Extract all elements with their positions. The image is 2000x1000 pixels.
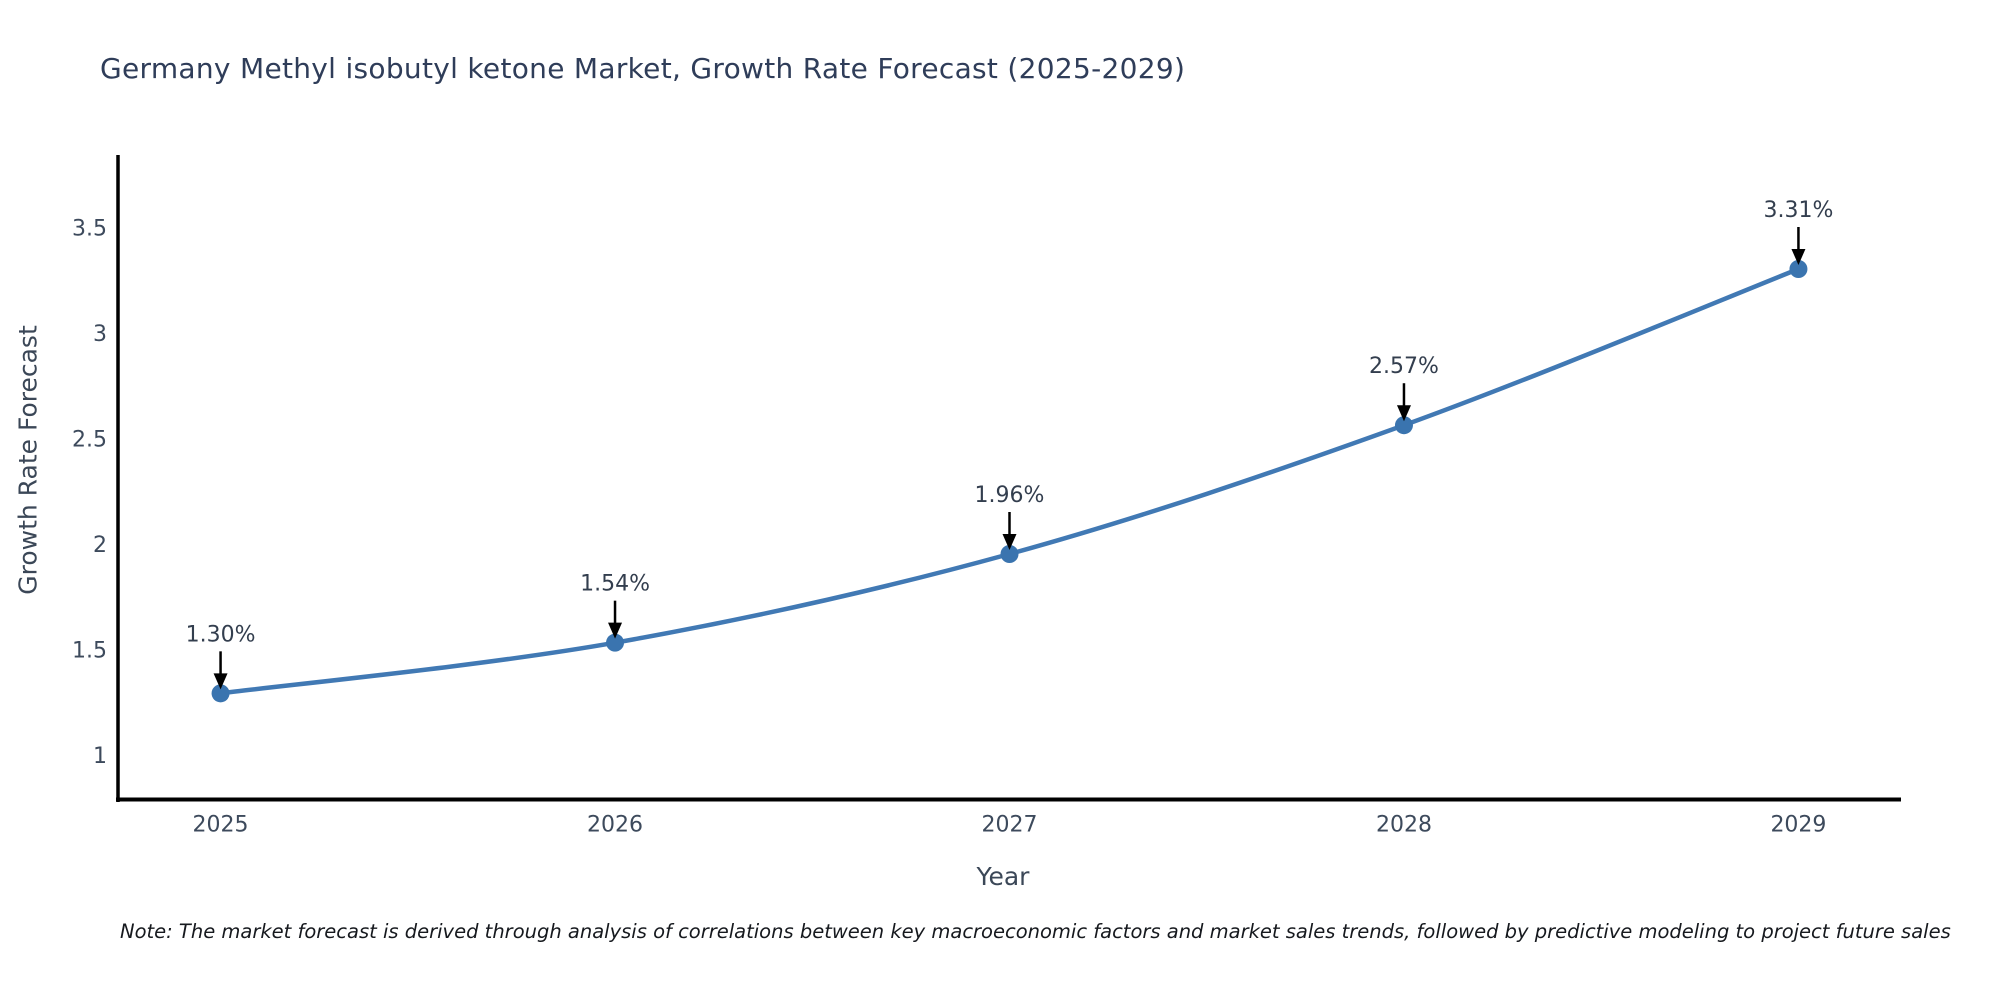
data-point-marker	[606, 633, 625, 652]
x-tick-label: 2028	[1376, 813, 1432, 838]
x-tick-label: 2026	[587, 813, 643, 838]
annotation-arrow-head	[1791, 249, 1806, 265]
y-tick-label: 2	[93, 533, 107, 558]
data-point-marker	[1000, 545, 1019, 563]
x-tick-label: 2025	[193, 813, 249, 838]
y-tick-label: 1.5	[72, 639, 107, 664]
data-point-label: 1.54%	[580, 572, 650, 597]
footnote: Note: The market forecast is derived thr…	[120, 920, 1951, 943]
data-point-marker	[1394, 416, 1413, 435]
y-tick-label: 3	[93, 322, 107, 347]
annotation-arrow-head	[1002, 534, 1017, 550]
x-axis-title: Year	[976, 862, 1030, 891]
annotation-arrow-head	[608, 622, 623, 639]
annotation-arrow-head	[213, 673, 228, 690]
annotation-arrow-head	[1396, 405, 1411, 422]
trend-line	[218, 266, 1801, 696]
data-point-label: 3.31%	[1763, 198, 1833, 223]
y-tick-label: 1	[93, 744, 107, 769]
chart-title: Germany Methyl isobutyl ketone Market, G…	[100, 52, 1186, 85]
y-tick-label: 2.5	[72, 428, 107, 453]
x-tick-label: 2029	[1770, 813, 1826, 838]
data-point-marker	[211, 684, 230, 703]
y-axis-title: Growth Rate Forecast	[13, 325, 43, 595]
data-point-label: 1.30%	[186, 622, 256, 647]
x-tick-label: 2027	[982, 813, 1038, 838]
data-point-marker	[1789, 260, 1808, 278]
y-tick-label: 3.5	[72, 216, 107, 241]
data-point-label: 2.57%	[1369, 354, 1439, 379]
data-point-label: 1.96%	[975, 483, 1045, 508]
